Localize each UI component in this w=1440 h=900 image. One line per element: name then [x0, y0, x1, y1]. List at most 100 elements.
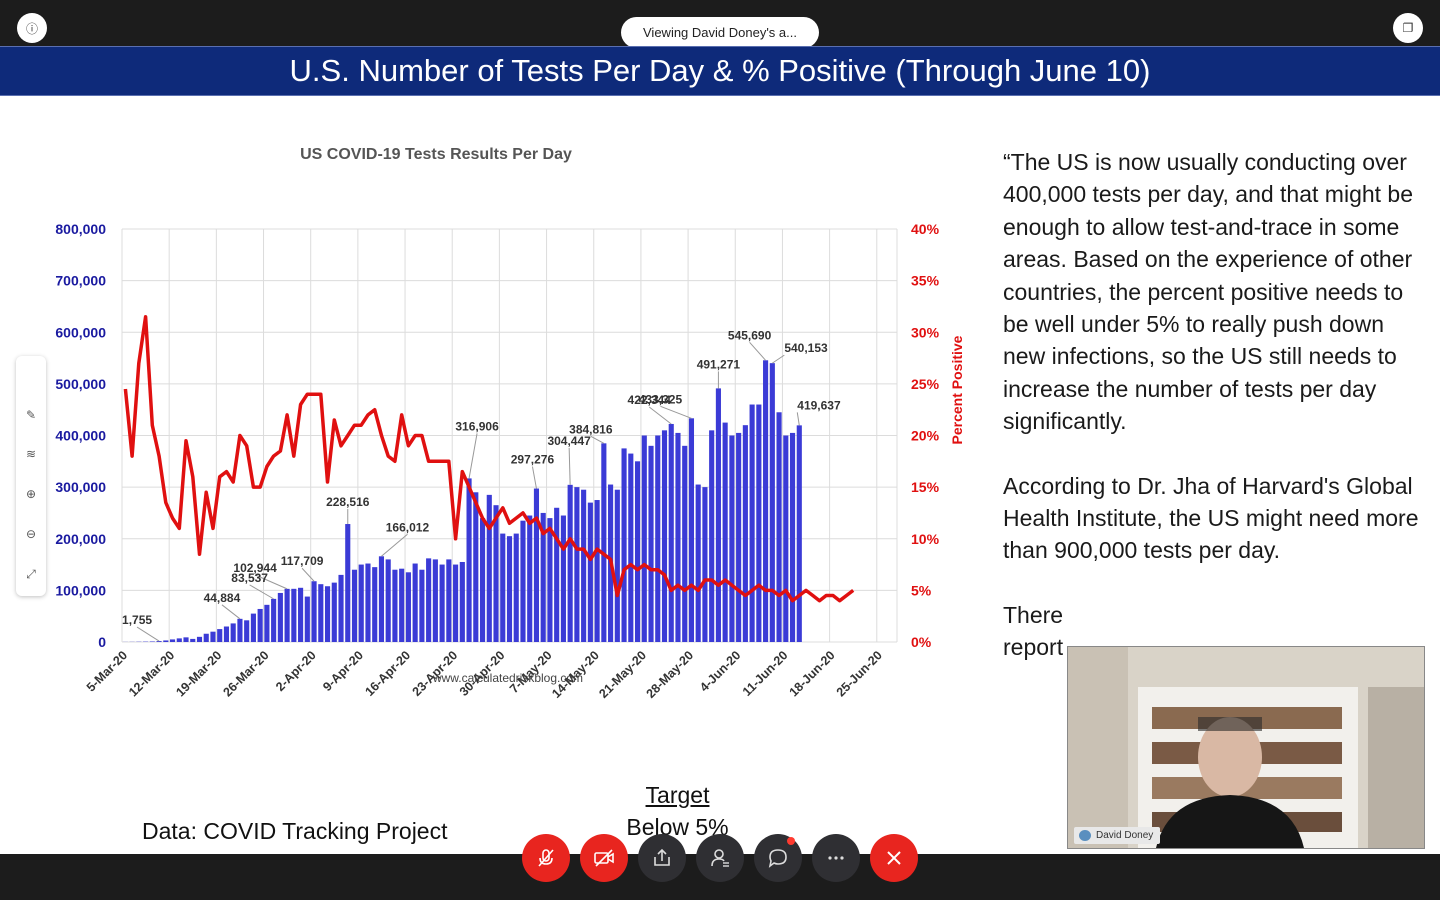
chat-button[interactable] [754, 834, 802, 882]
annotation-leader [136, 626, 160, 642]
participant-video[interactable]: David Doney [1067, 646, 1425, 849]
tests-bar [271, 598, 277, 642]
end-call-button[interactable] [870, 834, 918, 882]
tests-bar [688, 418, 695, 642]
data-label: 545,690 [728, 328, 772, 342]
tests-bar [257, 608, 263, 642]
tests-bar [230, 623, 236, 642]
annotation-toolbar: ✎ ≋ ⊕ ⊖ ⤢ [16, 356, 46, 596]
video-button[interactable] [580, 834, 628, 882]
tests-bar [217, 629, 223, 642]
tests-bar [304, 596, 310, 642]
x-tick-label: 5-Mar-20 [84, 648, 130, 694]
tests-bar [533, 488, 540, 642]
tests-bar [453, 564, 459, 642]
tests-bar [796, 425, 802, 642]
tests-bar [506, 536, 513, 642]
tests-bar [149, 641, 155, 642]
y-tick-right: 30% [911, 324, 940, 340]
more-icon [828, 856, 844, 860]
video-feed [1068, 647, 1424, 848]
tests-bar [527, 515, 533, 642]
data-label: 1,755 [122, 613, 152, 627]
pen-icon[interactable]: ✎ [25, 408, 37, 422]
tests-bar [156, 641, 162, 642]
tests-bar [715, 388, 721, 642]
video-off-icon [594, 849, 614, 867]
data-label: 44,884 [204, 591, 241, 605]
tests-bar [298, 587, 304, 642]
data-label: 316,906 [455, 419, 499, 433]
data-label: 117,709 [281, 554, 324, 568]
x-tick-label: 28-May-20 [644, 648, 697, 701]
annotation-leader [568, 447, 571, 485]
tests-bar [554, 507, 560, 642]
tests-bar [318, 584, 324, 642]
annotation-leader [468, 433, 478, 479]
tests-bar [291, 588, 297, 642]
end-call-icon [887, 851, 901, 865]
data-source: Data: COVID Tracking Project [142, 818, 448, 844]
slide-title: U.S. Number of Tests Per Day & % Positiv… [0, 46, 1440, 96]
participants-button[interactable] [696, 834, 744, 882]
tests-bar [493, 505, 499, 642]
zoom-in-icon[interactable]: ⊕ [25, 487, 37, 501]
tests-bar [783, 435, 789, 642]
highlighter-icon[interactable]: ≋ [25, 447, 37, 461]
tests-bar [547, 518, 553, 642]
mic-off-icon [538, 849, 554, 867]
tests-bar [351, 569, 358, 642]
tests-bar [372, 567, 378, 642]
tests-bar [324, 586, 331, 642]
info-icon[interactable]: ⓘ [17, 13, 47, 43]
annotation-leader [796, 412, 800, 426]
tests-bar [567, 484, 573, 642]
tests-bar [405, 572, 411, 642]
tests-bar [695, 484, 701, 642]
tests-bar [446, 559, 452, 642]
annotation-leader [221, 604, 241, 620]
mute-button[interactable] [522, 834, 570, 882]
tests-bar [358, 564, 364, 642]
tests-bar [210, 631, 216, 642]
tests-bar [520, 520, 526, 642]
tests-bar [169, 639, 176, 642]
x-tick-label: 19-Mar-20 [173, 648, 224, 699]
participant-name: David Doney [1096, 830, 1154, 841]
tests-bar [399, 568, 405, 642]
y-tick-right: 5% [911, 582, 932, 598]
tests-bar [365, 563, 371, 642]
y-tick-right: 10% [911, 531, 940, 547]
tests-bar [284, 588, 290, 642]
data-label: 433,325 [639, 392, 683, 406]
tests-bar [776, 412, 782, 642]
y-tick-left: 500,000 [55, 376, 106, 392]
data-label: 102,944 [233, 561, 277, 575]
x-tick-label: 11-Jun-20 [740, 648, 791, 699]
tests-bar [722, 422, 728, 642]
data-label: 228,516 [326, 495, 370, 509]
share-button[interactable] [638, 834, 686, 882]
tests-bar [601, 443, 607, 642]
tests-bar [641, 435, 647, 642]
tests-bar [621, 448, 627, 642]
chat-icon [768, 849, 787, 868]
tests-bar [277, 592, 283, 642]
zoom-out-icon[interactable]: ⊖ [25, 527, 37, 541]
x-tick-label: 25-Jun-20 [834, 648, 885, 699]
layout-icon[interactable]: ❐ [1393, 13, 1423, 43]
tests-bar [729, 435, 735, 642]
annotation-leader [249, 584, 274, 600]
more-button[interactable] [812, 834, 860, 882]
audio-icon [1079, 830, 1091, 841]
tests-bar [426, 558, 432, 642]
annotation-leader [749, 341, 766, 361]
tests-bar [264, 604, 270, 642]
quote-paragraph: “The US is now usually conducting over 4… [1003, 149, 1414, 435]
fit-screen-icon[interactable]: ⤢ [26, 567, 36, 581]
tests-bar [244, 620, 250, 642]
tests-chart: US COVID-19 Tests Results Per Day 1,755 4… [27, 146, 965, 701]
tests-bar [466, 478, 472, 642]
x-tick-label: 4-Jun-20 [697, 648, 743, 694]
annotation-leader [381, 533, 408, 557]
